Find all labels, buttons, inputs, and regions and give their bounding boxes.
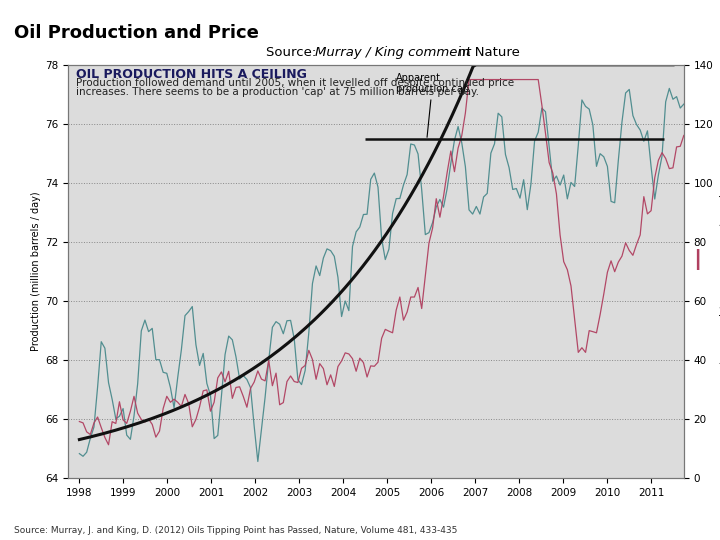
Text: |: |: [693, 249, 701, 269]
Text: Source: Murray, J. and King, D. (2012) Oils Tipping Point has Passed, Nature, Vo: Source: Murray, J. and King, D. (2012) O…: [14, 525, 458, 535]
Text: increases. There seems to be a production 'cap' at 75 million barrels per day.: increases. There seems to be a productio…: [76, 87, 479, 98]
Y-axis label: Oil price (Brent crude oil, $ per barrel): Oil price (Brent crude oil, $ per barrel…: [718, 178, 720, 365]
Text: Production followed demand until 2005, when it levelled off despite continued pr: Production followed demand until 2005, w…: [76, 78, 514, 89]
Text: Source:: Source:: [266, 46, 321, 59]
Text: in Nature: in Nature: [454, 46, 520, 59]
Text: Oil Production and Price: Oil Production and Price: [14, 24, 259, 42]
Text: Murray / King comment: Murray / King comment: [315, 46, 472, 59]
Text: Apparent
production cap: Apparent production cap: [396, 73, 469, 137]
Y-axis label: Production (million barrels / day): Production (million barrels / day): [31, 192, 41, 351]
Text: OIL PRODUCTION HITS A CEILING: OIL PRODUCTION HITS A CEILING: [76, 68, 307, 80]
